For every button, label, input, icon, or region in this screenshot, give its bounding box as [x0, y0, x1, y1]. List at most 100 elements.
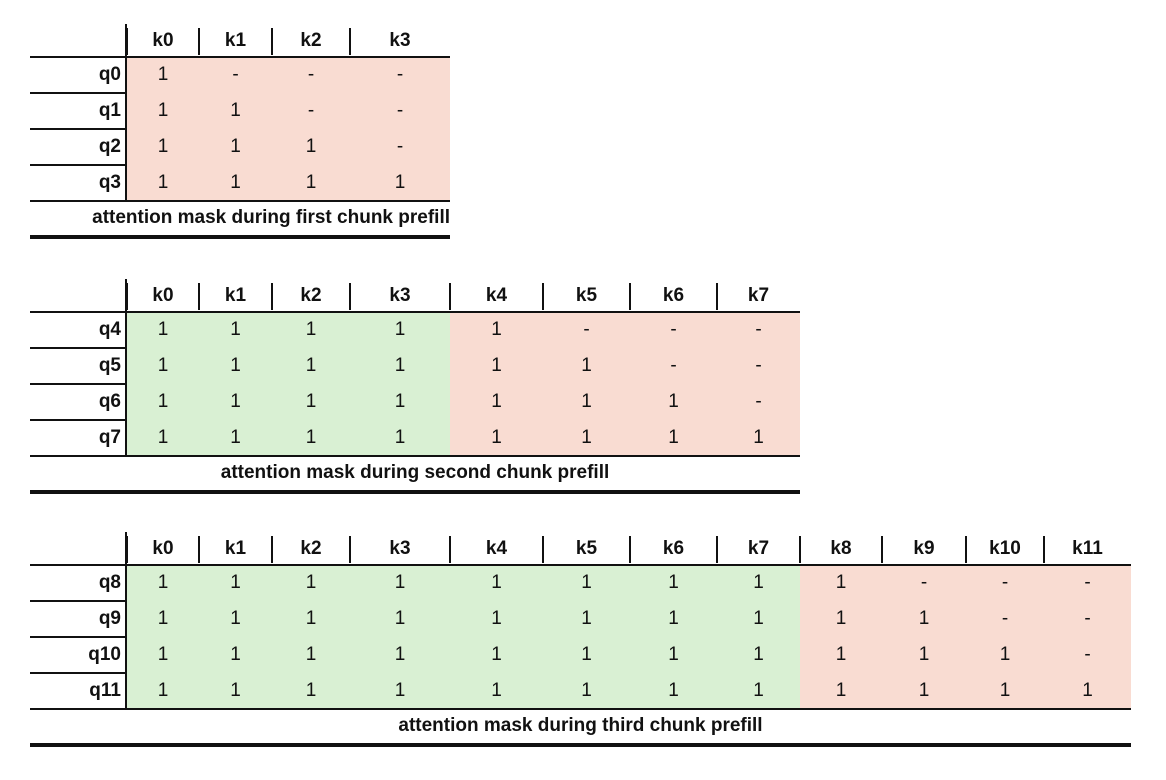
- column-header-k5: k5: [575, 284, 598, 306]
- mask-cell-q3-k2: 1: [272, 165, 350, 201]
- mask-cell-q8-k5: 1: [543, 565, 630, 601]
- body-bottom-rule: [30, 708, 1131, 710]
- body-bottom-rule: [30, 200, 450, 202]
- table-caption: attention mask during second chunk prefi…: [220, 462, 610, 483]
- column-header-k0: k0: [152, 29, 174, 51]
- mask-cell-q1-k3: -: [350, 93, 450, 129]
- mask-cell-q3-k1: 1: [199, 165, 272, 201]
- row-rule: [30, 636, 127, 638]
- mask-cell-q4-k4: 1: [450, 312, 543, 348]
- header-divider: [449, 536, 451, 563]
- mask-cell-q5-k2: 1: [272, 348, 350, 384]
- column-header-k0: k0: [152, 537, 174, 559]
- mask-cell-q4-k6: -: [630, 312, 717, 348]
- mask-cell-q6-k3: 1: [350, 384, 450, 420]
- label-column-rule: [125, 24, 127, 201]
- row-rule: [30, 128, 127, 130]
- row-rule: [30, 419, 127, 421]
- mask-cell-q8-k9: -: [882, 565, 966, 601]
- column-header-k3: k3: [389, 29, 411, 51]
- column-header-k1: k1: [224, 29, 247, 51]
- mask-cell-q10-k9: 1: [882, 637, 966, 673]
- mask-cell-q5-k6: -: [630, 348, 717, 384]
- mask-cell-q11-k8: 1: [800, 673, 882, 709]
- row-label-q11: q11: [89, 680, 121, 701]
- mask-cell-q0-k3: -: [350, 57, 450, 93]
- mask-cell-q11-k7: 1: [717, 673, 800, 709]
- mask-cell-q4-k5: -: [543, 312, 630, 348]
- mask-cell-q8-k6: 1: [630, 565, 717, 601]
- body-bottom-rule: [30, 455, 800, 457]
- mask-cell-q10-k8: 1: [800, 637, 882, 673]
- mask-cell-q9-k10: -: [966, 601, 1044, 637]
- mask-cell-q10-k7: 1: [717, 637, 800, 673]
- column-header-k6: k6: [662, 537, 685, 559]
- caption-rule: [30, 235, 450, 239]
- column-header-k0: k0: [152, 284, 174, 306]
- mask-cell-q5-k1: 1: [199, 348, 272, 384]
- mask-cell-q9-k0: 1: [127, 601, 199, 637]
- mask-cell-q9-k1: 1: [199, 601, 272, 637]
- mask-cell-q10-k11: -: [1044, 637, 1131, 673]
- column-header-k1: k1: [224, 284, 247, 306]
- row-label-q8: q8: [98, 572, 121, 593]
- row-label-q9: q9: [98, 608, 121, 629]
- mask-cell-q10-k5: 1: [543, 637, 630, 673]
- mask-cell-q10-k4: 1: [450, 637, 543, 673]
- mask-cell-q5-k3: 1: [350, 348, 450, 384]
- header-divider: [126, 28, 128, 55]
- column-header-k8: k8: [830, 537, 852, 559]
- header-divider: [542, 536, 544, 563]
- column-header-k6: k6: [662, 284, 685, 306]
- mask-cell-q4-k2: 1: [272, 312, 350, 348]
- row-rule: [30, 347, 127, 349]
- row-rule: [30, 383, 127, 385]
- mask-cell-q9-k5: 1: [543, 601, 630, 637]
- mask-cell-q2-k2: 1: [272, 129, 350, 165]
- mask-cell-q8-k2: 1: [272, 565, 350, 601]
- column-header-k2: k2: [300, 537, 322, 559]
- mask-cell-q9-k11: -: [1044, 601, 1131, 637]
- mask-cell-q11-k2: 1: [272, 673, 350, 709]
- row-label-q7: q7: [98, 427, 121, 448]
- mask-cell-q5-k0: 1: [127, 348, 199, 384]
- mask-cell-q8-k10: -: [966, 565, 1044, 601]
- row-rule: [30, 600, 127, 602]
- mask-cell-q8-k4: 1: [450, 565, 543, 601]
- column-header-k11: k11: [1072, 537, 1103, 559]
- header-divider: [126, 283, 128, 310]
- mask-cell-q10-k2: 1: [272, 637, 350, 673]
- mask-cell-q9-k4: 1: [450, 601, 543, 637]
- row-rule: [30, 92, 127, 94]
- header-rule: [30, 564, 1131, 566]
- mask-cell-q5-k4: 1: [450, 348, 543, 384]
- mask-cell-q0-k0: 1: [127, 57, 199, 93]
- mask-cell-q10-k6: 1: [630, 637, 717, 673]
- mask-cell-q6-k5: 1: [543, 384, 630, 420]
- mask-cell-q2-k3: -: [350, 129, 450, 165]
- mask-cell-q0-k2: -: [272, 57, 350, 93]
- mask-cell-q7-k0: 1: [127, 420, 199, 456]
- mask-cell-q8-k1: 1: [199, 565, 272, 601]
- row-label-q6: q6: [98, 391, 121, 412]
- label-column-rule: [125, 532, 127, 709]
- mask-cell-q9-k2: 1: [272, 601, 350, 637]
- column-header-k4: k4: [485, 537, 508, 559]
- mask-cell-q10-k0: 1: [127, 637, 199, 673]
- column-header-k4: k4: [485, 284, 508, 306]
- mask-cell-q7-k4: 1: [450, 420, 543, 456]
- mask-cell-q3-k0: 1: [127, 165, 199, 201]
- header-divider: [198, 283, 200, 310]
- column-header-k10: k10: [989, 537, 1021, 559]
- header-divider: [542, 283, 544, 310]
- mask-cell-q11-k10: 1: [966, 673, 1044, 709]
- mask-cell-q7-k6: 1: [630, 420, 717, 456]
- header-divider: [349, 283, 351, 310]
- mask-cell-q9-k7: 1: [717, 601, 800, 637]
- header-divider: [349, 536, 351, 563]
- mask-cell-q8-k3: 1: [350, 565, 450, 601]
- header-divider: [881, 536, 883, 563]
- column-header-k7: k7: [747, 284, 770, 306]
- mask-cell-q10-k3: 1: [350, 637, 450, 673]
- header-rule: [30, 56, 450, 58]
